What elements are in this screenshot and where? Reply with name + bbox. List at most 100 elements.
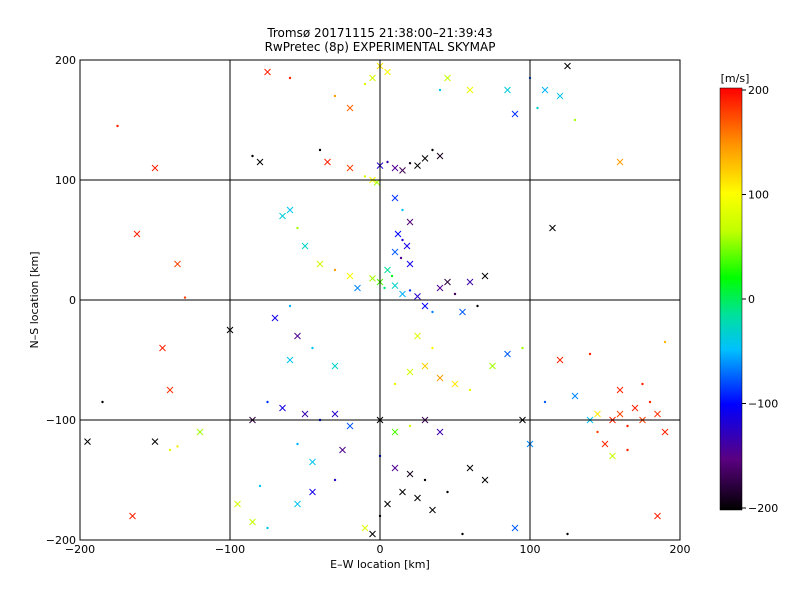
x-tick-label: −100 <box>215 543 245 556</box>
data-point-x <box>346 104 354 112</box>
data-point-dot <box>408 424 412 428</box>
x-axis-label: E–W location [km] <box>330 558 430 571</box>
data-point-x <box>399 488 406 496</box>
data-point-x <box>504 350 511 358</box>
data-point-dot <box>116 124 119 128</box>
data-point-dot <box>566 532 569 536</box>
data-point-x <box>264 68 271 76</box>
data-point-x <box>369 74 376 82</box>
data-point-dot <box>288 304 292 308</box>
data-point-x <box>459 308 466 316</box>
data-point-dot <box>296 442 299 446</box>
data-point-x <box>159 344 166 352</box>
data-point-dot <box>176 445 179 448</box>
data-point-x <box>391 464 399 472</box>
grid-lines <box>80 60 680 540</box>
colorbar-tick-label: 100 <box>748 189 769 202</box>
data-point-dot <box>363 82 367 86</box>
data-point-x <box>436 152 444 160</box>
data-point-x <box>421 362 429 370</box>
data-point-dot <box>626 448 629 452</box>
data-point-x <box>391 164 399 172</box>
data-point-x <box>403 242 411 250</box>
data-point-dot <box>446 490 449 494</box>
data-point-dot <box>438 88 442 92</box>
data-point-dot <box>399 256 403 260</box>
data-point-dot <box>251 154 254 158</box>
data-point-dot <box>588 352 592 356</box>
data-point-dot <box>383 286 386 290</box>
data-point-dot <box>363 175 367 178</box>
data-point-dot <box>266 526 269 530</box>
data-point-dot <box>431 310 434 314</box>
data-point-x <box>541 86 549 94</box>
data-point-x <box>414 332 421 340</box>
data-point-x <box>571 392 579 400</box>
colorbar-tick-label: 0 <box>748 293 755 306</box>
colorbar-ticks: 200 100 0 −100 −200 <box>742 84 778 515</box>
colorbar-tick-label: −200 <box>748 502 778 515</box>
data-point-dot <box>596 430 599 434</box>
data-point-x <box>133 230 141 238</box>
data-point-x <box>406 368 414 376</box>
data-point-x <box>294 500 301 508</box>
data-point-dot <box>333 478 337 482</box>
data-point-x <box>384 266 391 274</box>
data-point-x <box>279 212 286 220</box>
data-point-x <box>556 92 564 100</box>
data-point-x <box>436 428 444 436</box>
x-tick-label: 0 <box>377 543 384 556</box>
data-point-x <box>129 512 136 520</box>
data-point-x <box>481 272 489 280</box>
data-point-x <box>421 302 429 310</box>
data-point-x <box>166 386 174 394</box>
colorbar-unit: [m/s] <box>721 72 750 85</box>
data-point-dot <box>311 346 314 350</box>
data-point-x <box>451 380 459 388</box>
data-point-x <box>361 524 369 532</box>
y-axis-ticks: −200 −100 0 100 200 <box>46 54 76 547</box>
data-point-x <box>406 260 414 268</box>
data-point-x <box>444 74 451 82</box>
data-point-x <box>309 458 316 466</box>
data-point-x <box>549 224 556 232</box>
data-point-dot <box>333 94 337 98</box>
data-point-dot <box>408 289 412 292</box>
data-point-dot <box>461 532 464 536</box>
data-point-x <box>346 272 354 280</box>
data-point-x <box>331 362 339 370</box>
y-tick-label: 100 <box>55 174 76 187</box>
data-point-x <box>399 167 406 174</box>
data-point-x <box>394 230 402 238</box>
data-point-dot <box>318 148 322 152</box>
data-point-dot <box>536 106 539 110</box>
data-point-x <box>279 404 286 412</box>
data-point-x <box>594 410 601 418</box>
data-point-dot <box>401 208 404 212</box>
data-point-x <box>406 470 414 478</box>
data-point-x <box>174 260 181 268</box>
data-point-x <box>399 290 406 298</box>
data-point-dot <box>258 484 262 488</box>
data-point-x <box>631 404 639 412</box>
data-point-dot <box>183 296 187 299</box>
data-point-x <box>436 374 444 382</box>
data-point-x <box>316 260 324 268</box>
data-point-x <box>391 194 399 202</box>
colorbar <box>720 88 742 510</box>
data-point-dot <box>476 304 479 308</box>
data-point-x <box>444 278 451 286</box>
data-point-dot <box>573 118 577 122</box>
data-point-dot <box>386 160 389 164</box>
data-point-dot <box>288 76 292 80</box>
data-point-dot <box>101 400 104 404</box>
data-point-x <box>384 500 391 508</box>
chart-title: Tromsø 20171115 21:38:00–21:39:43 <box>266 26 492 40</box>
data-point-dot <box>521 346 524 350</box>
data-point-x <box>151 164 159 172</box>
data-point-dot <box>333 268 337 272</box>
data-point-x <box>271 314 279 322</box>
data-point-dot <box>401 238 404 242</box>
data-point-dot <box>543 400 547 404</box>
